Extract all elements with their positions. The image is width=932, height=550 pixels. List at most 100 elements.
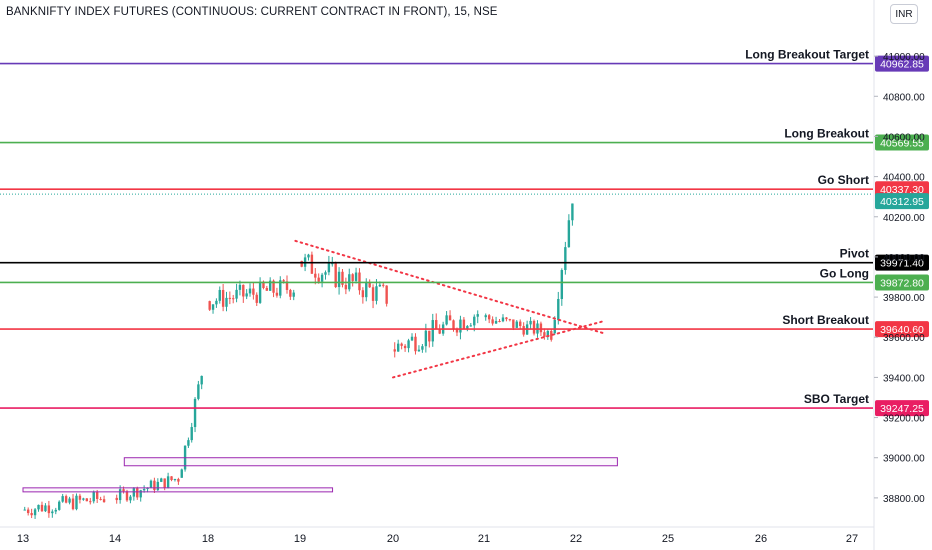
candle-body (469, 325, 473, 327)
candle-body (95, 492, 99, 499)
candle-body (125, 491, 129, 501)
candle-body (560, 270, 564, 300)
candle-body (139, 490, 142, 498)
candle-body (307, 254, 310, 258)
level-price-tag (875, 321, 929, 338)
candle-body (487, 315, 491, 320)
candle-body (33, 509, 37, 516)
x-tick-label: 19 (294, 533, 306, 545)
level-price-label: 40962.85 (880, 59, 924, 71)
candle-body (317, 277, 320, 282)
level-label: Long Breakout (784, 127, 869, 141)
candle-body (501, 317, 505, 322)
candle-body (37, 504, 40, 510)
candle-body (242, 284, 245, 297)
candle-body (368, 282, 371, 288)
candle-body (522, 326, 525, 335)
candle-body (327, 263, 331, 273)
candle-body (58, 501, 61, 510)
candle-body (215, 300, 218, 305)
level-price-tag (875, 254, 929, 271)
candle-body (156, 481, 160, 491)
zone-rectangle[interactable] (22, 487, 334, 493)
candle-body (173, 479, 177, 481)
x-tick-label: 27 (846, 533, 858, 545)
candle-body (142, 488, 146, 491)
level-price-label: 39247.25 (880, 403, 924, 415)
y-tick-label: 40800.00 (883, 92, 925, 103)
candle-body (341, 271, 344, 285)
candle-body (553, 320, 556, 334)
candle-body (75, 495, 78, 510)
candle-body (78, 495, 82, 500)
candle-body (393, 349, 396, 352)
candle-body (519, 321, 522, 327)
candle-body (498, 321, 501, 323)
candle-body (337, 271, 341, 288)
candle-body (414, 336, 417, 352)
candle-body (163, 478, 166, 488)
candle-body (235, 289, 238, 299)
candle-body (136, 488, 139, 498)
candle-body (51, 511, 54, 514)
level-label: Pivot (840, 247, 869, 261)
chart-title: BANKNIFTY INDEX FUTURES (CONTINUOUS: CUR… (6, 6, 498, 18)
candle-body (115, 497, 118, 501)
x-tick-label: 26 (755, 533, 767, 545)
level-lines: Long Breakout Target 40962.85 Long Breakou… (0, 48, 929, 417)
zone-rectangle[interactable] (123, 457, 618, 467)
y-tick-label: 40600.00 (883, 132, 925, 143)
candle-body (47, 505, 51, 514)
candle-body (190, 427, 193, 441)
candle-body (448, 315, 452, 321)
candle-body (459, 319, 462, 333)
candle-body (272, 280, 275, 293)
candle-body (40, 504, 44, 512)
candle-body (149, 480, 153, 488)
candle-body (61, 496, 64, 502)
candle-body (228, 297, 232, 299)
candle-body (567, 220, 571, 248)
candle-body (344, 284, 348, 290)
currency-button[interactable]: INR (890, 4, 918, 24)
candle-body (571, 203, 574, 221)
candle-body (365, 282, 368, 298)
candle-body (255, 294, 258, 303)
candle-body (320, 274, 324, 282)
y-tick-label: 39800.00 (883, 293, 925, 304)
candle-body (232, 298, 235, 300)
candle-body (258, 281, 262, 303)
candle-body (378, 284, 382, 287)
level-price-label: 40569.55 (880, 138, 924, 150)
candle-body (452, 320, 455, 330)
triangle-trendline[interactable] (392, 320, 605, 379)
candle-body (445, 315, 448, 325)
candle-body (410, 336, 414, 341)
candle-body (508, 319, 512, 321)
candle-body (484, 315, 487, 318)
candle-body (200, 375, 203, 385)
candle-body (331, 263, 334, 265)
y-tick-label: 41000.00 (883, 52, 925, 63)
candle-body (282, 280, 285, 282)
triangle-trendline[interactable] (294, 239, 605, 335)
candle-body (30, 513, 33, 516)
candle-body (515, 321, 518, 328)
candle-body (529, 320, 532, 325)
x-tick-label: 20 (387, 533, 399, 545)
level-label: Short Breakout (782, 313, 869, 327)
candle-body (275, 292, 279, 296)
x-tick-label: 14 (109, 533, 121, 545)
y-tick-label: 40200.00 (883, 213, 925, 224)
candle-body (455, 329, 459, 333)
candle-body (225, 297, 228, 307)
candle-body (129, 496, 132, 501)
candle-body (462, 319, 466, 329)
candle-body (197, 384, 200, 399)
candle-body (466, 326, 469, 329)
level-price-tag (875, 274, 929, 291)
candle-body (187, 440, 190, 446)
level-price-tag (875, 55, 929, 72)
candle-body (424, 330, 428, 347)
